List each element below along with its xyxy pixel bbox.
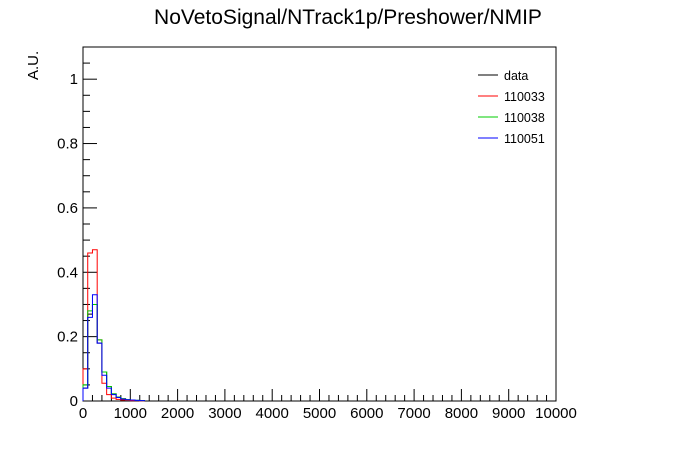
histogram-line	[82, 249, 145, 402]
legend-label: 110033	[504, 90, 545, 104]
series-110033	[82, 249, 145, 402]
legend-item: 110051	[478, 132, 545, 146]
x-tick-label: 1000	[114, 405, 147, 422]
x-axis-ticks: 0 1000 2000 3000 4000 5000 6000 7000 8000 9000 100…	[79, 389, 577, 422]
x-tick-label: 10000	[535, 405, 577, 422]
series-110051	[82, 294, 145, 402]
legend-item: 110038	[478, 111, 545, 125]
legend: data 110033 110038 110051	[478, 69, 545, 146]
legend-item: 110033	[478, 90, 545, 104]
y-tick-label: 0.8	[57, 136, 78, 153]
histogram-line	[82, 294, 145, 402]
histogram-line	[82, 303, 145, 402]
y-tick-label: 0	[70, 393, 78, 410]
y-tick-label: 0.4	[57, 264, 78, 281]
x-tick-label: 2000	[161, 405, 194, 422]
x-tick-label: 7000	[397, 405, 430, 422]
legend-item: data	[478, 69, 528, 83]
x-tick-label: 3000	[208, 405, 241, 422]
x-tick-label: 5000	[303, 405, 336, 422]
y-axis-ticks: 0 0.2 0.4 0.6 0.8 1	[57, 46, 97, 410]
y-tick-label: 1	[70, 71, 78, 88]
y-axis-title: A.U.	[25, 51, 42, 80]
chart-title: NoVetoSignal/NTrack1p/Preshower/NMIP	[154, 6, 542, 29]
legend-label: data	[504, 69, 528, 83]
y-tick-label: 0.6	[57, 200, 78, 217]
legend-label: 110051	[504, 132, 545, 146]
x-tick-label: 0	[79, 405, 87, 422]
series-data	[82, 303, 145, 402]
y-tick-label: 0.2	[57, 329, 78, 346]
x-tick-label: 6000	[350, 405, 383, 422]
histogram-series	[82, 249, 145, 402]
plot-frame	[82, 46, 557, 402]
series-110038	[82, 303, 145, 402]
x-tick-label: 8000	[445, 405, 478, 422]
histogram-line	[82, 303, 145, 402]
x-tick-label: 9000	[492, 405, 525, 422]
x-tick-label: 4000	[256, 405, 289, 422]
legend-label: 110038	[504, 111, 545, 125]
